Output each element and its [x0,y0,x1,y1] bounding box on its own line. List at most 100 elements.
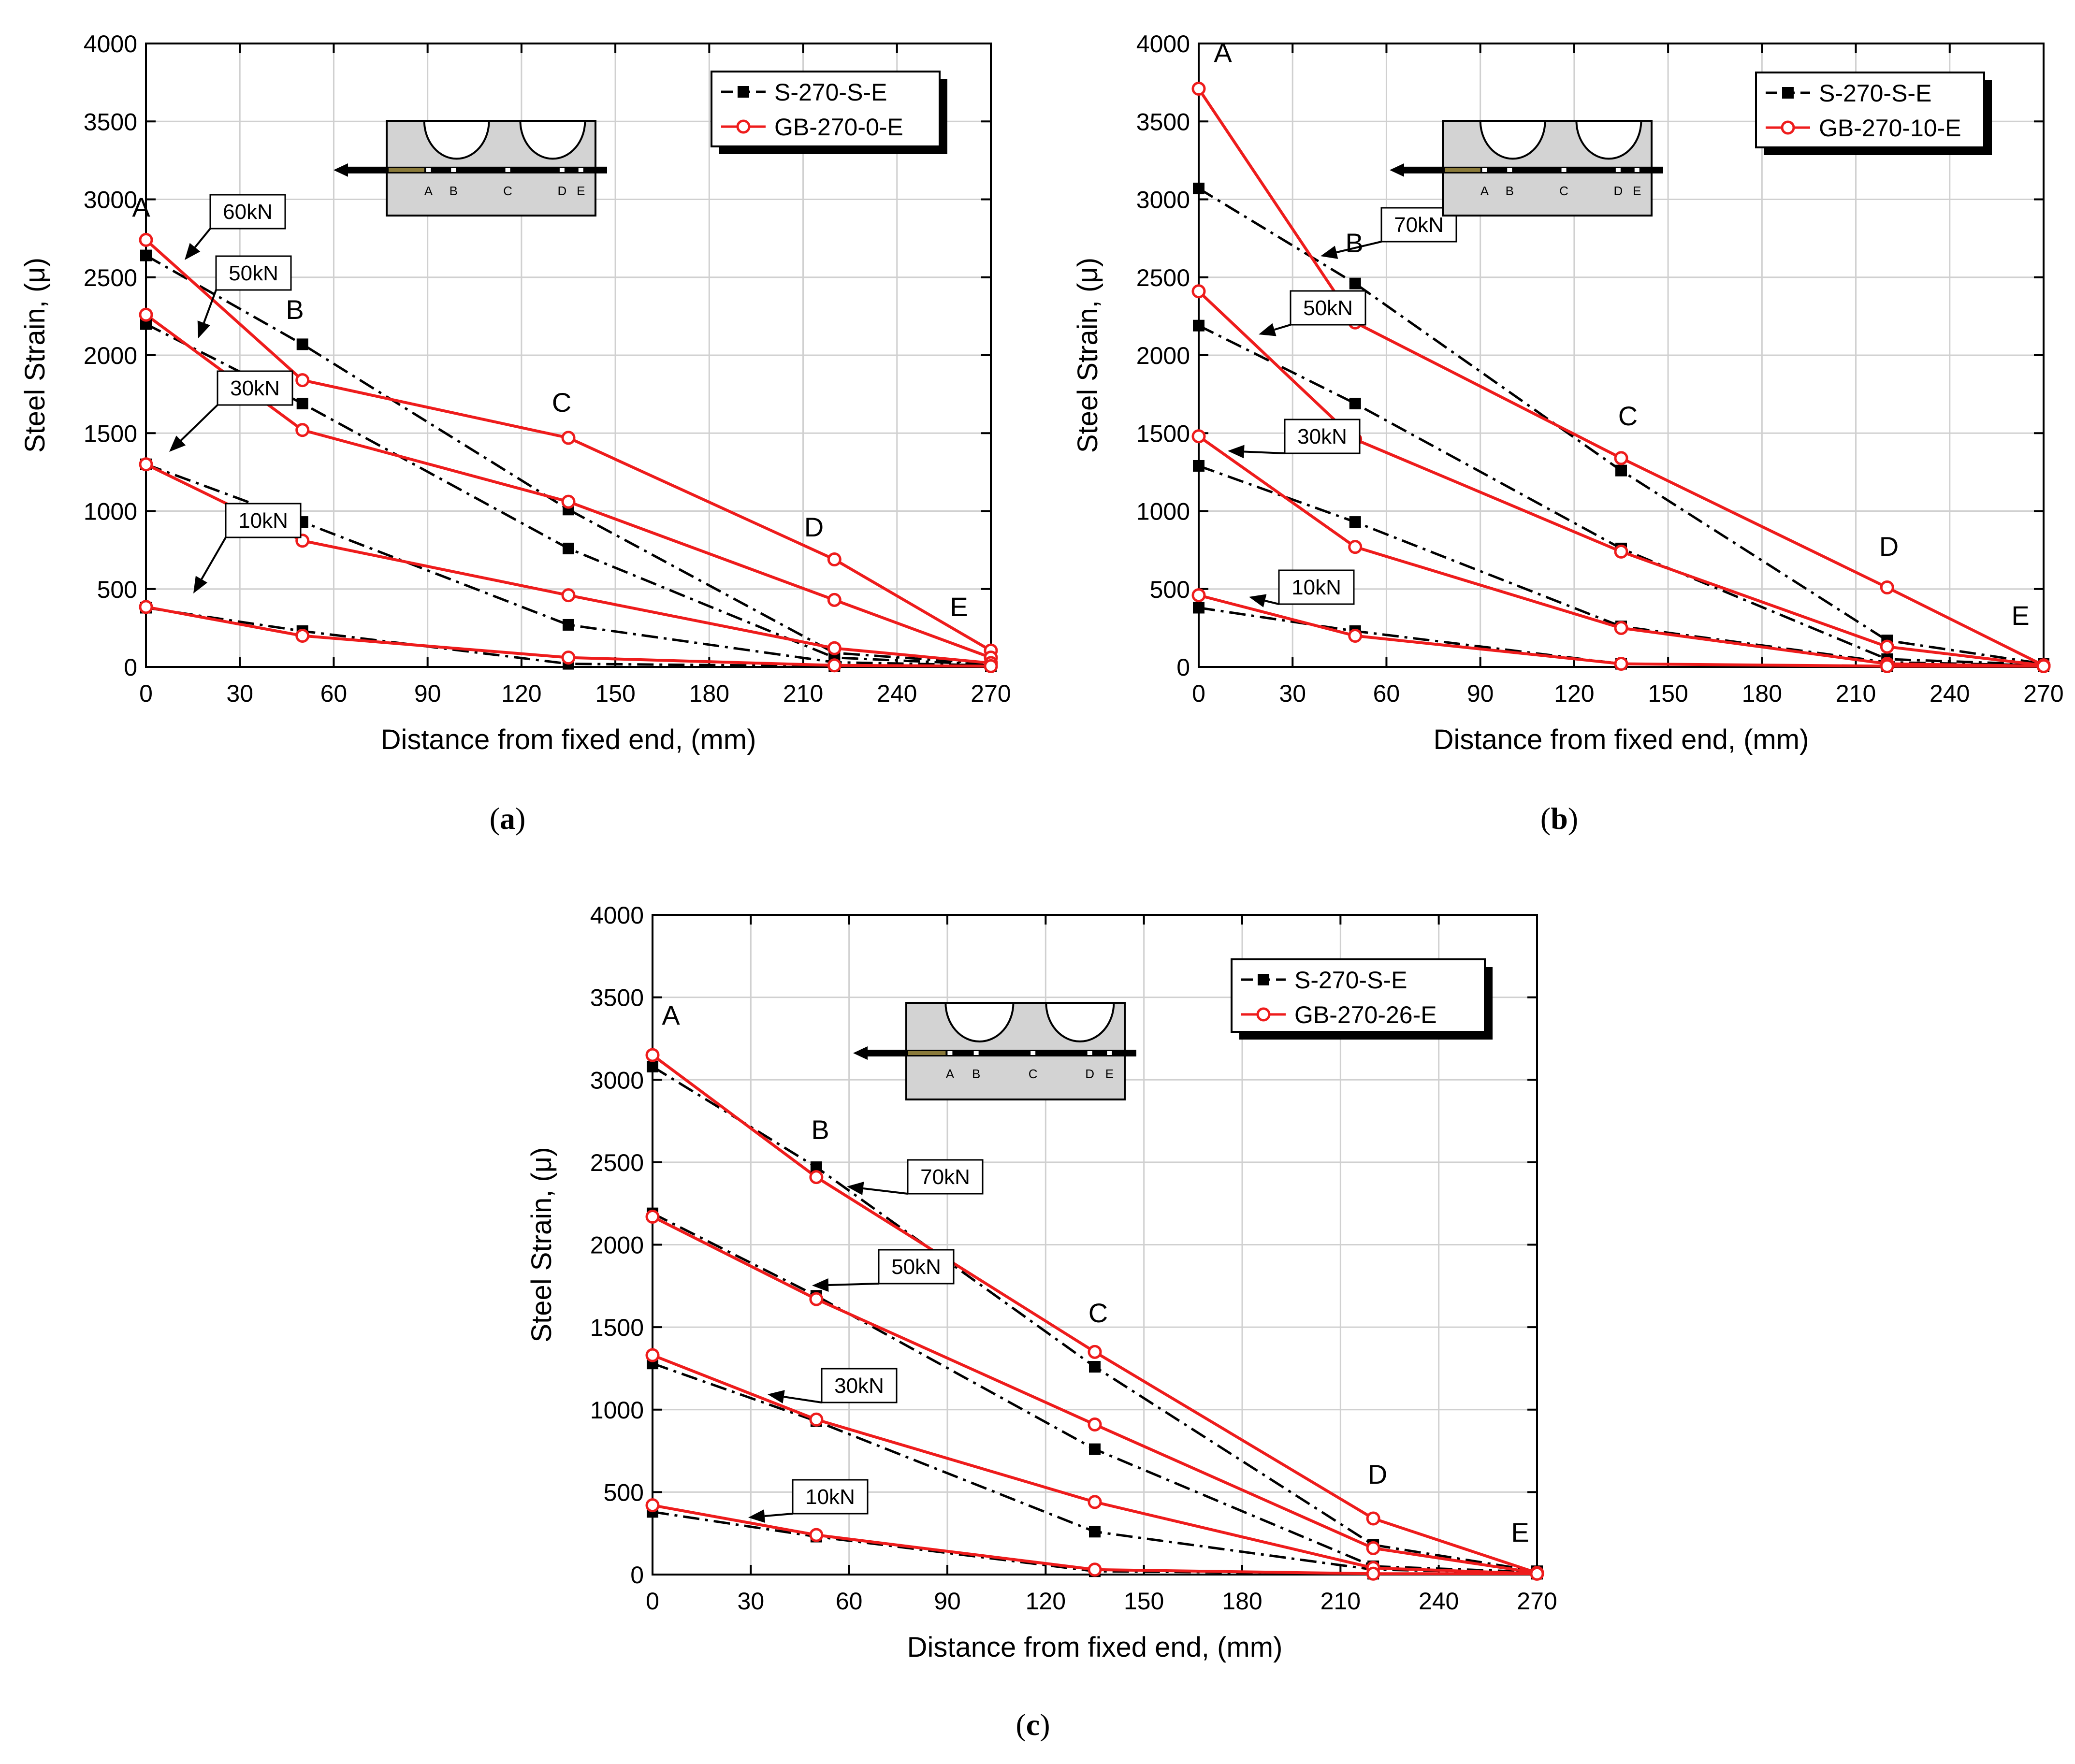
load-arrow-line [784,1396,822,1403]
load-label-70kN: 70kN [1394,213,1444,237]
x-tick-label: 30 [1279,680,1306,707]
data-point-GB-270-0-E-10kN [139,600,153,614]
load-label-box [1284,419,1361,454]
data-point-GB-270-10-E-70kN [1191,82,1206,96]
inset-void-left [944,1002,1015,1042]
data-point-GB-270-26-E-10kN [1530,1566,1544,1581]
point-label-C: C [1618,401,1638,431]
load-arrow-line [201,536,227,580]
point-label-B: B [1345,228,1363,258]
data-point-GB-270-10-E-10kN [2036,659,2051,673]
inset-gauge [1615,168,1621,172]
inset-void-right [519,120,586,160]
y-tick-label: 1500 [1136,420,1190,447]
data-point-GB-270-0-E-60kN [561,431,576,445]
y-tick-label: 0 [124,654,137,681]
load-arrow-line [203,289,217,323]
legend-entry: S-270-S-E [1819,80,1931,107]
data-point-S-270-S-E-30kN [1349,516,1361,528]
data-point-S-270-S-E-50kN [563,542,574,554]
legend-entry: GB-270-26-E [1294,1001,1437,1028]
y-tick-label: 3500 [1136,108,1190,135]
inset-gauge-label-D: D [557,184,566,198]
data-point-S-270-S-E-70kN [1193,182,1204,194]
series-line-GB-270-0-E-30kN [145,463,991,665]
point-label-B: B [811,1114,829,1145]
x-axis-label: Distance from fixed end, (mm) [1434,724,1809,755]
load-label-box [215,255,292,291]
x-tick-label: 90 [414,680,441,707]
inset-void-left [423,120,490,160]
data-point-GB-270-0-E-30kN [561,588,576,603]
inset-gauge [1087,1051,1092,1055]
x-tick-label: 90 [934,1588,961,1615]
load-label-10kN: 10kN [1291,576,1341,599]
data-point-GB-270-26-E-10kN [1366,1566,1380,1581]
data-point-GB-270-0-E-50kN [561,494,576,509]
legend-marker-square [738,86,749,98]
data-point-GB-270-10-E-50kN [1614,544,1628,559]
data-point-GB-270-10-E-30kN [1614,621,1628,635]
x-tick-label: 240 [1419,1588,1459,1615]
y-tick-label: 4000 [590,902,644,929]
load-label-30kN: 30kN [834,1374,884,1398]
inset-void-right [1045,1002,1115,1042]
load-arrow-line [194,228,211,248]
point-label-C: C [552,387,571,418]
load-arrow-line [180,404,218,441]
x-tick-label: 210 [783,680,823,707]
load-arrow-head [768,1390,785,1403]
inset-gauge [1107,1051,1112,1055]
load-arrow-head [1228,445,1245,459]
load-label-30kN: 30kN [1297,425,1347,448]
inset-gauge [1634,168,1640,172]
point-label-C: C [1088,1298,1108,1328]
data-point-GB-270-10-E-70kN [1880,580,1894,595]
x-tick-label: 240 [877,680,917,707]
x-tick-label: 120 [1026,1588,1066,1615]
x-tick-label: 150 [1124,1588,1164,1615]
load-label-box [907,1159,984,1195]
inset-gauge-label-B: B [450,184,458,198]
load-arrow-line [1336,241,1382,254]
y-tick-label: 500 [97,576,137,603]
data-point-GB-270-26-E-50kN [645,1209,660,1224]
data-point-GB-270-0-E-60kN [827,552,842,566]
y-axis-label: Steel Strain, (μ) [19,258,51,453]
panel-caption: (c) [1016,1707,1050,1742]
x-tick-label: 60 [1373,680,1400,707]
series-group [645,1048,1544,1581]
inset-gauge-label-E: E [1105,1067,1114,1081]
inset-gauge [1482,168,1487,172]
x-tick-label: 90 [1467,680,1494,707]
data-point-S-270-S-E-30kN [1089,1526,1101,1538]
inset-gauge [559,168,565,172]
inset-gauge [578,168,583,172]
load-arrow-head [185,243,201,260]
data-point-GB-270-26-E-10kN [1088,1562,1102,1577]
x-tick-label: 210 [1836,680,1876,707]
inset-gauge-label-B: B [972,1067,980,1081]
y-tick-label: 2500 [1136,264,1190,291]
series-line-GB-270-10-E-50kN [1197,290,2044,667]
load-label-box [209,194,286,230]
load-label-10kN: 10kN [805,1485,855,1509]
x-tick-label: 0 [139,680,153,707]
load-label-70kN: 70kN [920,1165,970,1189]
panel-caption: (a) [490,801,526,836]
inset-gauge-label-A: A [424,184,433,198]
inset-gauge [947,1051,953,1055]
data-point-GB-270-26-E-70kN [809,1170,824,1185]
data-point-S-270-S-E-50kN [1349,397,1361,409]
data-point-S-270-S-E-60kN [140,249,152,261]
y-tick-label: 2000 [84,342,137,369]
inset-gauge [1507,168,1512,172]
legend-entry: S-270-S-E [774,79,887,106]
data-point-GB-270-0-E-50kN [827,593,842,607]
inset-gauge-label-C: C [1029,1067,1038,1081]
inset-gauge [973,1051,979,1055]
inset-gauge-label-B: B [1506,184,1514,198]
x-axis-label: Distance from fixed end, (mm) [907,1632,1283,1663]
